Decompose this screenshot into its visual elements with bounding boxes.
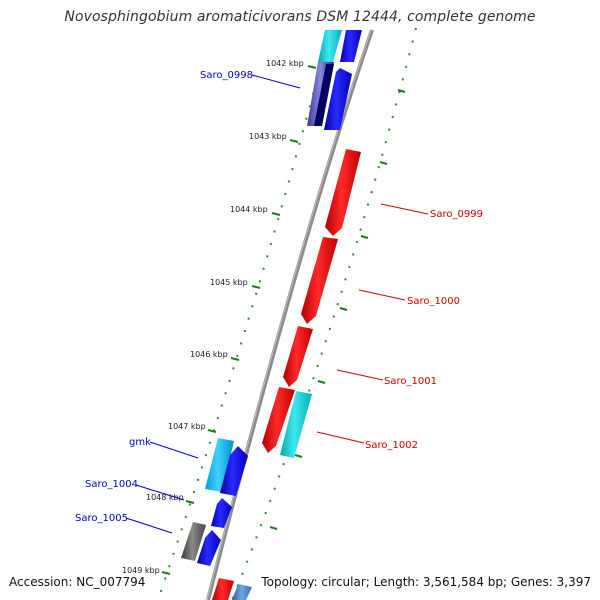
gene-label-gmk: gmk bbox=[129, 437, 151, 448]
gene-label-saro-1000: Saro_1000 bbox=[407, 296, 460, 307]
gene-arrow bbox=[212, 578, 234, 600]
accession-text: Accession: NC_007794 bbox=[9, 575, 146, 589]
tick-label: 1044 kbp bbox=[230, 205, 268, 214]
gene-arrow bbox=[262, 387, 295, 453]
gene-arrow bbox=[340, 30, 362, 62]
tick-label: 1046 kbp bbox=[190, 350, 228, 359]
label-leaders bbox=[125, 74, 429, 534]
forward-strand-features bbox=[212, 149, 361, 600]
gene-label-saro-1002: Saro_1002 bbox=[365, 440, 418, 451]
gene-arrow bbox=[211, 498, 232, 528]
tick-label: 1043 kbp bbox=[249, 132, 287, 141]
gene-arrow bbox=[181, 522, 206, 561]
gene-arrow bbox=[324, 68, 352, 130]
topology-summary: Topology: circular; Length: 3,561,584 bp… bbox=[261, 575, 591, 589]
scale-tick-labels: 1042 kbp 1043 kbp 1044 kbp 1045 kbp 1046… bbox=[122, 59, 304, 575]
gene-label-saro-0999: Saro_0999 bbox=[430, 209, 483, 220]
tick-label: 1045 kbp bbox=[210, 278, 248, 287]
gene-label-saro-1004: Saro_1004 bbox=[85, 479, 138, 490]
tick-label: 1042 kbp bbox=[266, 59, 304, 68]
map-title: Novosphingobium aromaticivorans DSM 1244… bbox=[64, 9, 536, 25]
gene-label-saro-1005: Saro_1005 bbox=[75, 513, 128, 524]
genome-backbone bbox=[206, 29, 374, 600]
gene-arrow bbox=[283, 326, 313, 387]
tick-track bbox=[157, 29, 331, 600]
gene-arrow bbox=[197, 530, 221, 566]
gene-label-saro-1001: Saro_1001 bbox=[384, 376, 437, 387]
gene-arrow bbox=[205, 438, 234, 492]
gene-arrow bbox=[220, 446, 248, 496]
gene-label-saro-0998: Saro_0998 bbox=[200, 70, 253, 81]
gene-arrow bbox=[232, 584, 252, 600]
gene-arrow bbox=[280, 391, 312, 458]
gene-arrow bbox=[325, 149, 361, 236]
tick-label: 1049 kbp bbox=[122, 566, 160, 575]
tick-label: 1047 kbp bbox=[168, 422, 206, 431]
scale-ticks bbox=[161, 65, 406, 575]
gene-arrow bbox=[318, 30, 342, 62]
gene-arrow bbox=[314, 64, 334, 126]
gene-labels: Saro_0998 gmk Saro_1004 Saro_1005 Saro_0… bbox=[75, 70, 483, 524]
reverse-strand-features bbox=[181, 30, 362, 566]
gene-arrow bbox=[301, 237, 338, 324]
tick-label: 1048 kbp bbox=[146, 493, 184, 502]
